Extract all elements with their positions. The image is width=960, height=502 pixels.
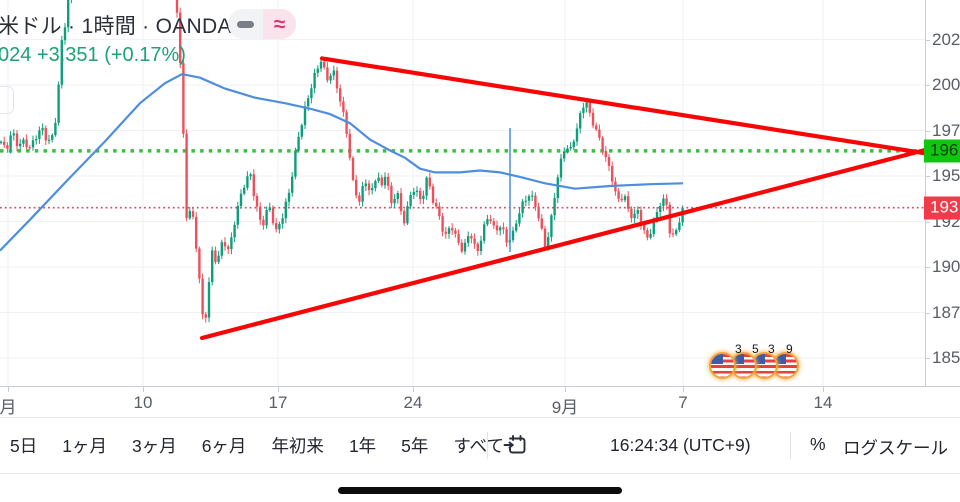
price-axis-tick [926,176,930,177]
divider [0,417,960,418]
sticker-count: 3 [735,342,742,356]
price-axis-tick [926,39,930,41]
divider [0,473,960,474]
sticker-count: 9 [786,342,793,356]
price-axis-tick [926,358,930,359]
bar-style-toggle-button[interactable] [228,9,263,39]
price-axis-tick [926,85,930,86]
price-axis-tick [926,221,930,223]
time-axis-label: 月 [0,398,17,417]
session-clock[interactable]: 16:24:34 (UTC+9) [610,435,751,455]
log-scale-button[interactable]: ログスケール [843,438,948,458]
price-axis-label: 190 [932,257,960,276]
time-axis-tick [683,387,684,392]
bottom-toolbar: 5日 1ヶ月 3ヶ月 6ヶ月 年初来 1年 5年 すべて 16:24:34 (UTC+9) %… [0,418,960,473]
time-axis-label: 10 [133,393,153,412]
bar-style-icon [237,20,254,28]
toolbar-divider [487,432,488,459]
price-chart[interactable] [0,0,925,386]
time-axis-tick [413,387,414,392]
price-axis-label: 185 [932,348,960,367]
range-button-5[interactable]: 1年 [348,436,377,456]
range-button-4[interactable]: 年初来 [271,436,324,456]
range-button-7[interactable]: すべて [453,436,504,456]
time-axis-tick [143,387,144,392]
time-axis[interactable]: 月 10 17 24 9月 7 14 [0,386,960,418]
price-axis-label: 200 [932,75,960,94]
wave-icon: ≈ [273,12,286,36]
price-axis[interactable]: 202 200 197 195 192 190 187 185 196 193 [924,0,960,386]
home-indicator[interactable] [338,487,622,494]
wave-style-toggle-button[interactable]: ≈ [263,9,296,39]
range-buttons: 5日 1ヶ月 3ヶ月 6ヶ月 年初来 1年 5年 すべて [10,418,504,473]
sticker-count: 3 [768,342,775,356]
time-axis-tick [278,387,279,392]
clipped-panel-edge [0,86,14,114]
toolbar-divider [790,432,791,459]
time-axis-label: 7 [678,393,688,412]
current-price-label: 196 [924,139,960,163]
range-button-0[interactable]: 5日 [10,436,38,456]
sticker-count: 5 [752,342,759,356]
chart-type-toggle[interactable]: ≈ [228,9,296,39]
price-axis-tick [926,130,930,132]
time-axis-tick [8,387,9,392]
price-axis-label: 197 [932,120,960,140]
range-button-3[interactable]: 6ヶ月 [201,436,247,456]
range-button-6[interactable]: 5年 [401,436,429,456]
price-axis-tick [926,267,930,268]
time-axis-label: 24 [403,393,423,412]
price-change-text: 024 +3.351 (+0.17%) [0,44,186,66]
us-flag-sticker [709,352,736,379]
calendar-arrow-icon [503,435,526,454]
time-axis-tick [823,387,824,392]
percent-scale-button[interactable]: % [810,434,826,454]
time-axis-label: 9月 [551,398,579,417]
range-button-2[interactable]: 3ヶ月 [131,436,177,456]
prev-close-label: 193 [924,196,960,220]
time-axis-tick [565,387,566,392]
price-axis-label: 187 [932,302,960,322]
range-button-1[interactable]: 1ヶ月 [62,436,107,456]
price-axis-tick [926,312,930,314]
time-axis-label: 17 [268,393,288,412]
symbol-title: 米ドル · 1時間 · OANDA [0,15,232,38]
price-axis-label: 195 [932,166,960,185]
time-axis-label: 14 [813,393,833,412]
goto-date-button[interactable] [502,432,529,464]
price-axis-label: 202 [932,29,960,49]
